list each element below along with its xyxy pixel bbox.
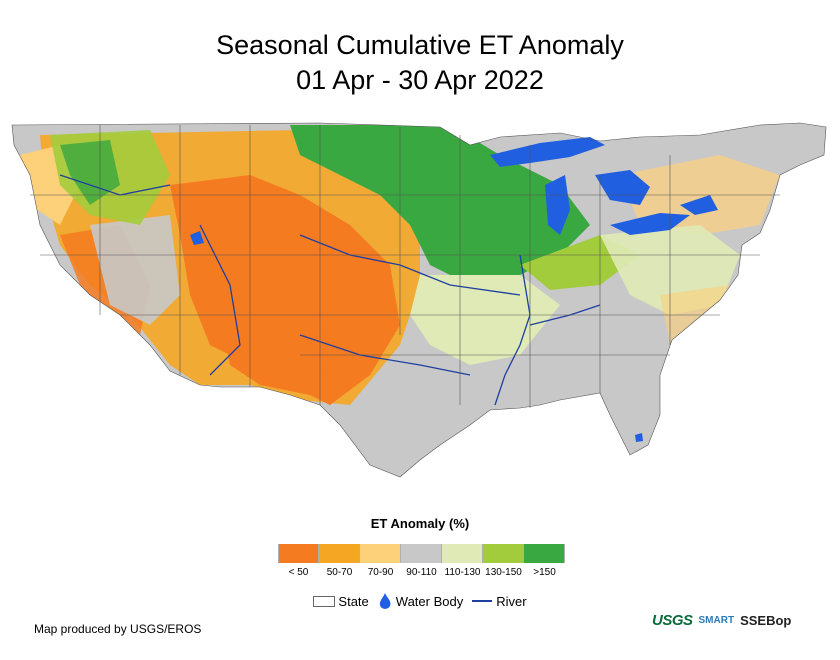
legend-swatch bbox=[278, 544, 319, 563]
credit-text: Map produced by USGS/EROS bbox=[34, 622, 202, 636]
map-title: Seasonal Cumulative ET Anomaly bbox=[216, 30, 624, 60]
legend-class: 70-90 bbox=[360, 544, 401, 578]
legend-class: < 50 bbox=[278, 544, 319, 578]
river-key-label: River bbox=[496, 593, 527, 609]
legend-class-label: 110-130 bbox=[444, 567, 481, 578]
legend-class-label: < 50 bbox=[288, 567, 309, 578]
legend-class: 90-110 bbox=[401, 544, 442, 578]
legend-swatch bbox=[442, 544, 483, 563]
state-key-label: State bbox=[338, 593, 369, 609]
river-line-icon bbox=[472, 600, 493, 602]
state-key: State bbox=[313, 593, 369, 609]
map-keys: State Water Body River bbox=[0, 592, 840, 610]
legend-swatches: < 50 50-70 70-90 90-110 110-130 130-150 >150 bbox=[278, 544, 565, 578]
river-key: River bbox=[471, 593, 527, 609]
state-boundaries bbox=[11, 122, 827, 478]
et-anomaly-map bbox=[11, 122, 827, 478]
legend-class-label: 50-70 bbox=[326, 567, 353, 578]
legend-class-label: 90-110 bbox=[406, 567, 437, 578]
state-symbol bbox=[313, 595, 336, 607]
water-body-key: Water Body bbox=[377, 592, 463, 610]
legend-title: ET Anomaly (%) bbox=[370, 516, 470, 531]
legend-class: 130-150 bbox=[483, 544, 524, 578]
logo-strip: USGS SMART SSEBop bbox=[652, 612, 791, 629]
legend-swatch bbox=[360, 544, 401, 563]
legend-class-label: 130-150 bbox=[485, 567, 522, 578]
map-date-range: 01 Apr - 30 Apr 2022 bbox=[296, 65, 544, 95]
legend-swatch bbox=[483, 544, 524, 563]
anomaly-raster bbox=[12, 123, 826, 477]
legend-class: 50-70 bbox=[319, 544, 360, 578]
legend-class: >150 bbox=[524, 544, 565, 578]
usgs-logo: USGS bbox=[652, 612, 693, 629]
legend-class: 110-130 bbox=[442, 544, 483, 578]
legend-swatch bbox=[524, 544, 565, 563]
smart-logo: SMART bbox=[698, 615, 735, 626]
water-drop-icon bbox=[379, 593, 391, 609]
ssebop-logo: SSEBop bbox=[740, 613, 792, 628]
legend-class-label: 70-90 bbox=[367, 567, 394, 578]
water-body-key-label: Water Body bbox=[395, 593, 464, 609]
legend-class-label: >150 bbox=[533, 567, 556, 578]
legend-swatch bbox=[319, 544, 360, 563]
legend-swatch bbox=[401, 544, 442, 563]
